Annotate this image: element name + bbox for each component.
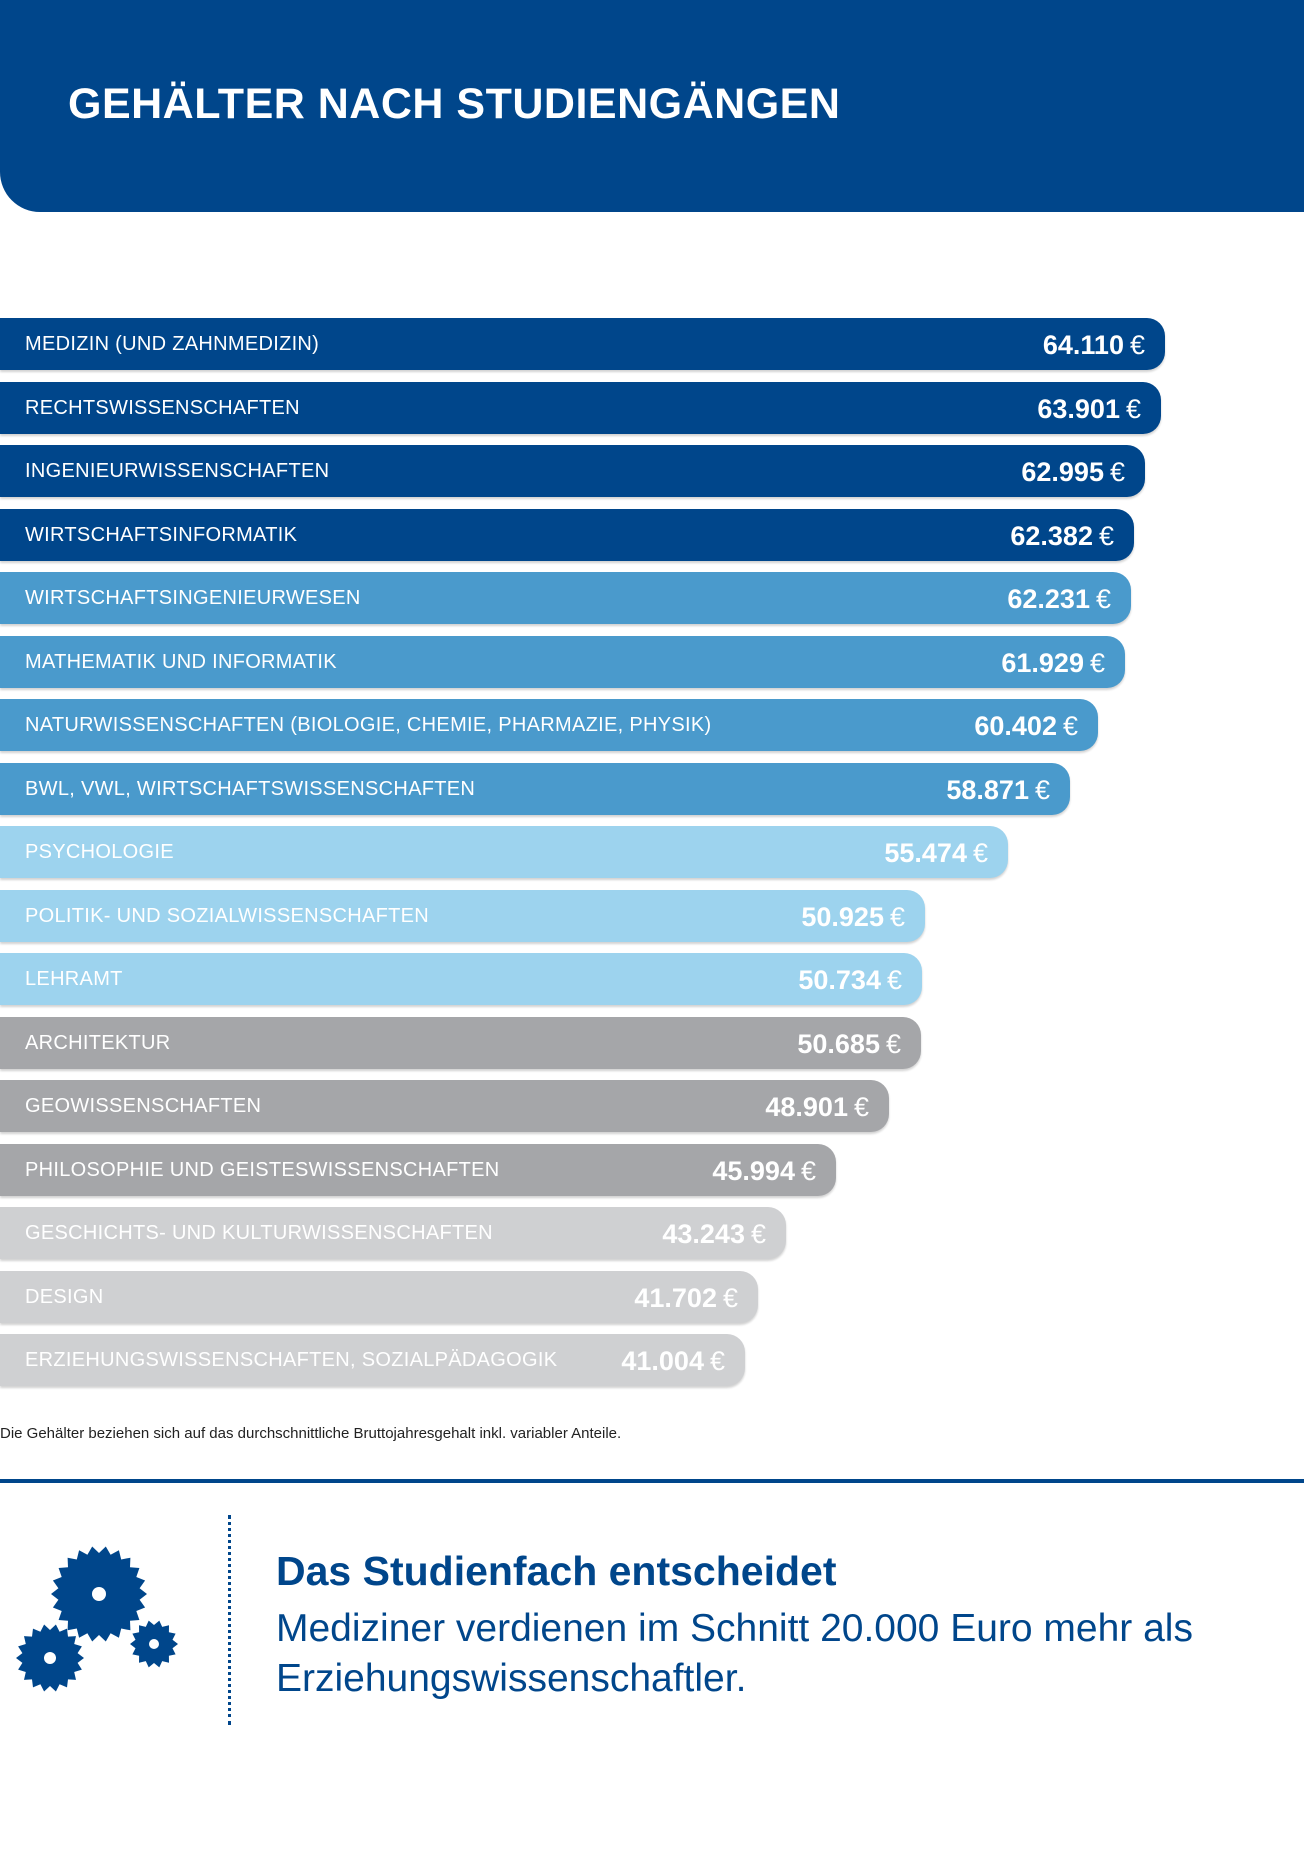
currency-symbol: € — [889, 901, 905, 932]
bar-value-label: 48.901 € — [765, 1080, 869, 1134]
section-divider — [0, 1479, 1304, 1483]
bar-value-number: 62.995 — [1021, 457, 1104, 487]
bar-value-label: 43.243 € — [662, 1207, 766, 1261]
bar: MATHEMATIK UND INFORMATIK 61.929 € — [0, 635, 1125, 690]
bar-value-label: 61.929 € — [1001, 636, 1105, 690]
bar-value-number: 60.402 — [974, 711, 1057, 741]
bar-value-number: 64.110 — [1042, 330, 1124, 360]
bar-label: ARCHITEKTUR — [25, 1031, 171, 1054]
bar-value-number: 62.382 — [1010, 520, 1093, 551]
callout-headline: Das Studienfach entscheidet — [276, 1548, 837, 1594]
currency-symbol: € — [722, 1282, 738, 1313]
bar-value-number: 43.243 — [662, 1219, 745, 1249]
bar-value-label: 50.734 € — [798, 953, 902, 1007]
bar-label: WIRTSCHAFTSINGENIEURWESEN — [25, 587, 361, 609]
currency-symbol: € — [1089, 647, 1105, 678]
bar-label: PHILOSOPHIE UND GEISTESWISSENSCHAFTEN — [25, 1158, 500, 1181]
bar-label: WIRTSCHAFTSINFORMATIK — [25, 523, 298, 546]
bar: POLITIK- UND SOZIALWISSENSCHAFTEN 50.925 € — [0, 889, 925, 944]
bar-label: GEOWISSENSCHAFTEN — [25, 1095, 262, 1117]
bar-label: POLITIK- UND SOZIALWISSENSCHAFTEN — [25, 904, 430, 927]
bar-value-label: 62.231 € — [1007, 572, 1111, 626]
bar-value-number: 63.901 — [1037, 393, 1120, 424]
bar: PHILOSOPHIE UND GEISTESWISSENSCHAFTEN 45.… — [0, 1143, 836, 1198]
bar-value-number: 41.004 — [621, 1346, 704, 1376]
bar: PSYCHOLOGIE 55.474 € — [0, 826, 1008, 878]
bar-value-label: 41.702 € — [634, 1271, 738, 1325]
currency-symbol: € — [972, 838, 988, 868]
bar-label: BWL, VWL, WIRTSCHAFTSWISSENSCHAFTEN — [25, 777, 476, 800]
gear-large-icon — [51, 1546, 147, 1642]
bar-value-number: 48.901 — [765, 1092, 848, 1122]
bar: ARCHITEKTUR 50.685 € — [0, 1016, 921, 1071]
currency-symbol: € — [886, 965, 902, 995]
gear-small-right-icon — [130, 1620, 178, 1668]
bar-label: GESCHICHTS- UND KULTURWISSENSCHAFTEN — [25, 1222, 493, 1244]
bar-value-label: 64.110 € — [1043, 318, 1145, 372]
bar-value-label: 41.004 € — [621, 1334, 725, 1388]
footnote: Die Gehälter beziehen sich auf das durch… — [0, 1425, 622, 1442]
bar-value-number: 50.685 — [797, 1028, 880, 1059]
bar-value-label: 63.901 € — [1037, 382, 1141, 436]
bar-value-number: 61.929 — [1001, 647, 1084, 678]
currency-symbol: € — [1095, 584, 1111, 614]
callout-body: Mediziner verdienen im Schnitt 20.000 Eu… — [276, 1607, 1193, 1700]
bar-label: LEHRAMT — [25, 968, 123, 990]
bar-value-number: 50.925 — [801, 901, 884, 932]
currency-symbol: € — [853, 1092, 869, 1122]
bar-value-number: 62.231 — [1007, 584, 1090, 614]
bar: GESCHICHTS- UND KULTURWISSENSCHAFTEN 43.2… — [0, 1207, 786, 1259]
bar-label: NATURWISSENSCHAFTEN (BIOLOGIE, CHEMIE, P… — [25, 714, 712, 736]
page-title: GEHÄLTER NACH STUDIENGÄNGEN — [68, 80, 841, 128]
bar-value-label: 50.685 € — [797, 1017, 901, 1071]
currency-symbol: € — [750, 1219, 766, 1249]
bar: BWL, VWL, WIRTSCHAFTSWISSENSCHAFTEN 58.87… — [0, 762, 1070, 817]
bar-label: PSYCHOLOGIE — [25, 841, 174, 863]
bar-label: MEDIZIN (UND ZAHNMEDIZIN) — [25, 333, 320, 355]
bar-value-number: 50.734 — [798, 965, 881, 995]
bar-value-label: 62.382 € — [1010, 509, 1114, 563]
bar-value-label: 62.995 € — [1021, 445, 1125, 499]
bar-value-label: 60.402 € — [974, 699, 1078, 753]
bar: GEOWISSENSCHAFTEN 48.901 € — [0, 1080, 889, 1132]
bar: DESIGN 41.702 € — [0, 1270, 758, 1325]
bar: WIRTSCHAFTSINFORMATIK 62.382 € — [0, 508, 1134, 563]
gear-small-left-icon — [16, 1624, 84, 1692]
bar-value-number: 41.702 — [634, 1282, 717, 1313]
bar: NATURWISSENSCHAFTEN (BIOLOGIE, CHEMIE, P… — [0, 699, 1098, 751]
bar: INGENIEURWISSENSCHAFTEN 62.995 € — [0, 445, 1145, 497]
bar-label: RECHTSWISSENSCHAFTEN — [25, 396, 300, 419]
bar: LEHRAMT 50.734 € — [0, 953, 922, 1005]
gears-icon — [16, 1546, 178, 1692]
bar-label: DESIGN — [25, 1285, 104, 1308]
bar-value-label: 58.871 € — [946, 763, 1050, 817]
bar: ERZIEHUNGSWISSENSCHAFTEN, SOZIALPÄDAGOGI… — [0, 1334, 745, 1386]
currency-symbol: € — [1034, 774, 1050, 805]
currency-symbol: € — [1125, 393, 1141, 424]
bar-label: ERZIEHUNGSWISSENSCHAFTEN, SOZIALPÄDAGOGI… — [25, 1349, 558, 1371]
bar-label: MATHEMATIK UND INFORMATIK — [25, 650, 337, 673]
bar-value-label: 45.994 € — [712, 1144, 816, 1198]
currency-symbol: € — [800, 1155, 816, 1186]
currency-symbol: € — [1129, 330, 1145, 360]
dotted-separator — [228, 1515, 231, 1725]
bar: WIRTSCHAFTSINGENIEURWESEN 62.231 € — [0, 572, 1131, 624]
bar-value-label: 55.474 € — [884, 826, 988, 880]
bar-value-number: 58.871 — [946, 774, 1029, 805]
bar-value-number: 55.474 — [884, 838, 967, 868]
salary-bar-chart: MEDIZIN (UND ZAHNMEDIZIN) 64.110 € RECHTSWI… — [0, 318, 1304, 1388]
currency-symbol: € — [1109, 457, 1125, 487]
bar-value-label: 50.925 € — [801, 890, 905, 944]
currency-symbol: € — [1062, 711, 1078, 741]
bar-value-number: 45.994 — [712, 1155, 795, 1186]
bar-label: INGENIEURWISSENSCHAFTEN — [25, 460, 330, 482]
bar: RECHTSWISSENSCHAFTEN 63.901 € — [0, 381, 1161, 436]
header-banner: GEHÄLTER NACH STUDIENGÄNGEN — [0, 0, 1304, 212]
currency-symbol: € — [1098, 520, 1114, 551]
currency-symbol: € — [709, 1346, 725, 1376]
currency-symbol: € — [885, 1028, 901, 1059]
bar: MEDIZIN (UND ZAHNMEDIZIN) 64.110 € — [0, 318, 1165, 370]
